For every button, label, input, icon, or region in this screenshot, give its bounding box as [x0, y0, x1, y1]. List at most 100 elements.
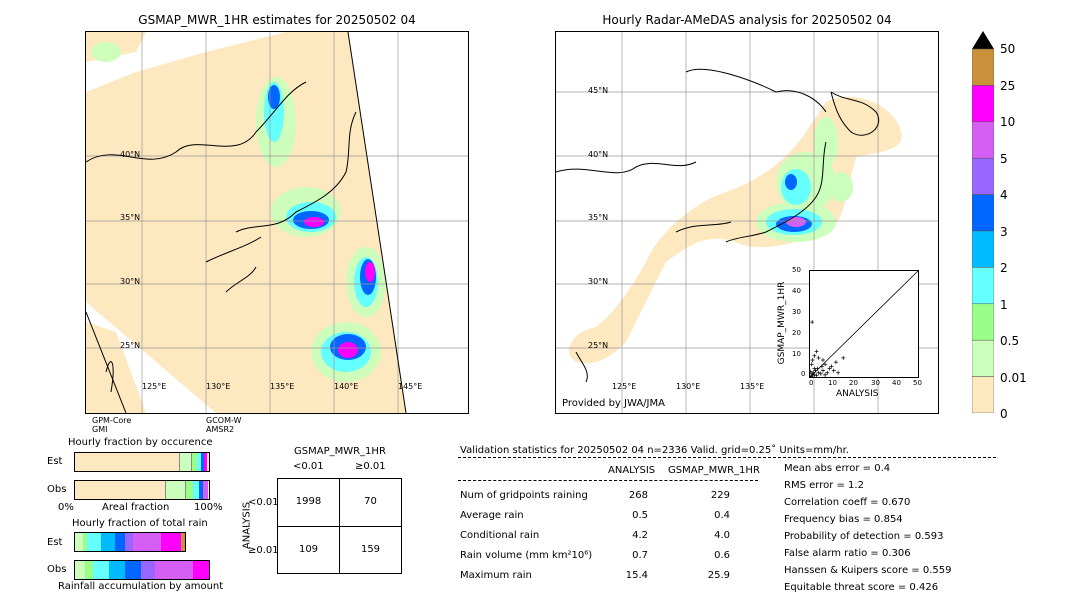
colorbar-segment — [971, 157, 995, 195]
scatter-ytick-50: 50 — [792, 266, 801, 274]
scatter-point — [827, 366, 832, 371]
total-rain-row-obs: Obs — [47, 564, 67, 575]
scatter-point — [812, 353, 817, 358]
validation-col-analysis: ANALYSIS — [608, 465, 656, 476]
cb-label-50: 50 — [1000, 42, 1016, 56]
scatter-point — [823, 362, 828, 367]
right-lon-125: 125°E — [612, 382, 637, 391]
right-lon-130: 130°E — [676, 382, 701, 391]
scatter-point — [812, 372, 817, 377]
left-lon-130: 130°E — [206, 382, 231, 391]
stat-gsmap-maximum: 25.9 — [707, 570, 730, 581]
colorbar-canvas — [971, 31, 995, 414]
scatter-point — [825, 370, 830, 375]
occurrence-axis-left: 0% — [58, 502, 74, 513]
validation-col-gsmap: GSMAP_MWR_1HR — [668, 465, 760, 476]
stat-analysis-conditional: 4.2 — [632, 530, 648, 541]
data-credit: Provided by JWA/JMA — [562, 398, 665, 409]
left-lon-145: 145°E — [398, 382, 423, 391]
stat-gsmap-average: 0.4 — [714, 510, 730, 521]
scatter-point — [836, 370, 841, 375]
stat-label-conditional: Conditional rain — [460, 530, 540, 541]
scatter-ytick-20: 20 — [792, 329, 801, 337]
colorbar-segment — [971, 303, 995, 341]
scatter-xtick-20: 20 — [849, 379, 858, 387]
scatter-point — [831, 368, 836, 373]
left-map-title: GSMAP_MWR_1HR estimates for 20250502 04 — [138, 13, 416, 27]
colorbar-segment — [971, 230, 995, 268]
stat-gsmap-gridpoints: 229 — [710, 490, 730, 501]
scatter-xtick-10: 10 — [828, 379, 837, 387]
satellite-gcom: GCOM-W AMSR2 — [206, 416, 242, 434]
scatter-point — [820, 368, 825, 373]
contingency-col-ge: ≥0.01 — [355, 461, 386, 472]
right-lat-25: 25°N — [588, 341, 609, 350]
total-rain-bar-obs — [74, 560, 210, 580]
scatter-plot — [808, 270, 919, 379]
scatter-point — [809, 362, 814, 367]
right-map: 45°N 40°N 35°N 30°N 25°N 125°E 130°E 135… — [555, 31, 939, 414]
stat-gsmap-volume: 0.6 — [714, 550, 730, 561]
satellite-gpm: GPM-Core GMI — [92, 416, 132, 434]
scatter-xtick-0: 0 — [809, 379, 814, 387]
scatter-point — [808, 369, 813, 374]
cb-label-4: 4 — [1000, 188, 1008, 202]
score-mae: Mean abs error = 0.4 — [784, 463, 891, 474]
occurrence-bar-obs — [74, 480, 210, 500]
colorbar-segment — [971, 339, 995, 377]
scatter-point — [823, 372, 828, 377]
scatter-point — [810, 371, 815, 376]
colorbar-segment — [971, 48, 995, 86]
scatter-point — [812, 366, 817, 371]
cb-label-25: 25 — [1000, 79, 1016, 93]
total-rain-title: Hourly fraction of total rain — [72, 518, 208, 529]
right-lon-135: 135°E — [740, 382, 765, 391]
scatter-ytick-30: 30 — [792, 308, 801, 316]
colorbar-segment — [971, 85, 995, 123]
contingency-col-lt: <0.01 — [293, 461, 324, 472]
scatter-point — [820, 358, 825, 363]
left-map-canvas — [86, 32, 468, 413]
contingency-cell-d: 159 — [360, 544, 381, 555]
right-lat-45: 45°N — [588, 86, 609, 95]
scatter-ytick-0: 0 — [801, 370, 806, 378]
left-lon-140: 140°E — [334, 382, 359, 391]
colorbar-segment — [971, 194, 995, 232]
cb-label-10: 10 — [1000, 115, 1016, 129]
contingency-table: 1998 70 109 159 — [277, 478, 402, 574]
scatter-xtick-50: 50 — [913, 379, 922, 387]
occurrence-row-est: Est — [47, 456, 63, 467]
stat-gsmap-conditional: 4.0 — [714, 530, 730, 541]
left-lat-40: 40°N — [120, 150, 141, 159]
total-rain-row-est: Est — [47, 537, 63, 548]
validation-header: Validation statistics for 20250502 04 n=… — [460, 445, 849, 456]
stat-analysis-volume: 0.7 — [632, 550, 648, 561]
scatter-point — [833, 360, 838, 365]
scatter-point — [816, 370, 821, 375]
scatter-point — [810, 358, 815, 363]
score-frequency-bias: Frequency bias = 0.854 — [784, 514, 903, 525]
stat-label-maximum: Maximum rain — [460, 570, 532, 581]
stat-analysis-gridpoints: 268 — [628, 490, 648, 501]
left-lat-30: 30°N — [120, 277, 141, 286]
scatter-point — [829, 364, 834, 369]
scatter-xtick-40: 40 — [892, 379, 901, 387]
scatter-point — [819, 364, 824, 369]
left-lon-135: 135°E — [270, 382, 295, 391]
scatter-point — [813, 368, 818, 373]
contingency-col-title: GSMAP_MWR_1HR — [294, 446, 386, 457]
score-hk: Hanssen & Kuipers score = 0.559 — [784, 565, 952, 576]
stat-analysis-maximum: 15.4 — [625, 570, 648, 581]
stat-label-gridpoints: Num of gridpoints raining — [460, 490, 588, 501]
scatter-point — [841, 355, 846, 360]
occurrence-bar-est — [74, 452, 210, 472]
scatter-point — [818, 371, 823, 376]
colorbar — [971, 31, 995, 414]
score-rms: RMS error = 1.2 — [784, 480, 864, 491]
scatter-canvas — [808, 270, 919, 379]
score-ets: Equitable threat score = 0.426 — [784, 582, 939, 593]
contingency-row-ge: ≥0.01 — [248, 545, 279, 556]
score-far: False alarm ratio = 0.306 — [784, 548, 911, 559]
right-lat-40: 40°N — [588, 150, 609, 159]
score-pod: Probability of detection = 0.593 — [784, 531, 944, 542]
